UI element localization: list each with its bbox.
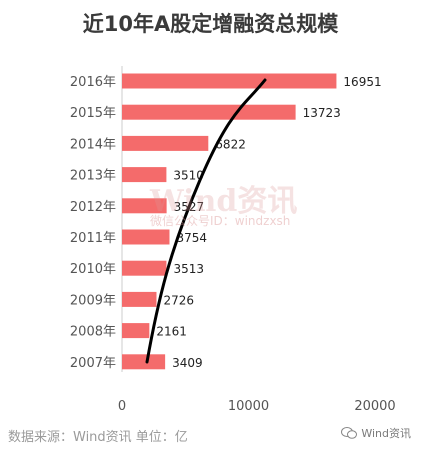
- data-label: 3754: [176, 231, 207, 245]
- category-label: 2011年: [70, 231, 116, 246]
- chart-title: 近10年A股定增融资总规模: [82, 12, 339, 36]
- data-label: 16951: [343, 75, 381, 89]
- brand-credit: Wind资讯: [341, 425, 411, 441]
- category-label: 2007年: [70, 356, 116, 371]
- x-tick-label: 20000: [354, 399, 395, 414]
- bar: [122, 354, 166, 370]
- watermark: Wind资讯: [150, 184, 298, 219]
- brand-label: Wind资讯: [361, 427, 411, 440]
- data-label: 6822: [215, 137, 246, 151]
- bar: [122, 229, 170, 245]
- trend-curve: [145, 78, 267, 364]
- x-tick-label: 10000: [228, 399, 269, 414]
- category-label: 2016年: [70, 75, 116, 90]
- bar: [122, 167, 167, 183]
- x-tick-label: 0: [118, 399, 126, 414]
- category-label: 2012年: [70, 200, 116, 215]
- bar: [122, 104, 296, 120]
- data-label: 2726: [163, 293, 194, 307]
- data-label: 2161: [156, 325, 187, 339]
- bar: [122, 198, 167, 214]
- bar: [122, 135, 209, 151]
- watermark-subtext: 微信公众号ID：windzxsh: [150, 214, 291, 228]
- category-label: 2010年: [70, 262, 116, 277]
- bar: [122, 73, 337, 89]
- data-label: 13723: [303, 106, 341, 120]
- bar: [122, 323, 150, 339]
- bar: [122, 291, 157, 307]
- source-note: 数据来源：Wind资讯 单位：亿: [8, 430, 188, 445]
- category-label: 2008年: [70, 325, 116, 340]
- data-label: 3513: [173, 262, 204, 276]
- category-label: 2013年: [70, 169, 116, 184]
- category-label: 2014年: [70, 137, 116, 152]
- data-label: 3510: [173, 169, 204, 183]
- data-label: 3409: [172, 356, 203, 370]
- category-label: 2015年: [70, 106, 116, 121]
- bar: [122, 260, 167, 276]
- wechat-icon: [341, 427, 358, 439]
- category-label: 2009年: [70, 293, 116, 308]
